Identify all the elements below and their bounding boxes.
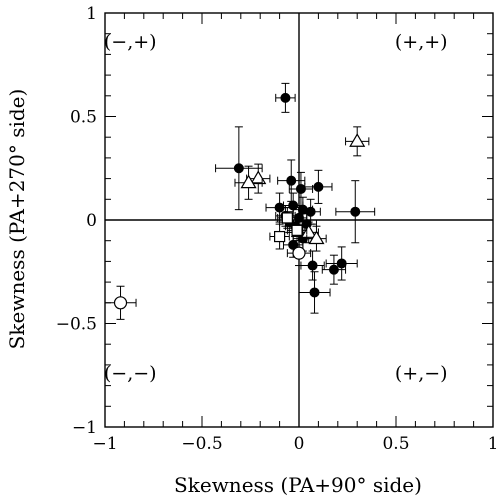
- data-point-filled-circle: [313, 181, 324, 192]
- data-point-filled-circle: [286, 175, 297, 186]
- data-point-filled-circle: [280, 92, 291, 103]
- data-point-filled-circle: [295, 183, 306, 194]
- data-point-filled-circle: [309, 287, 320, 298]
- data-point-filled-circle: [233, 163, 244, 174]
- data-point-filled-circle: [336, 258, 347, 269]
- quadrant-label: (+,+): [395, 31, 448, 53]
- y-tick-label: 1: [86, 4, 97, 24]
- quadrant-label: (−,−): [104, 362, 157, 384]
- x-tick-label: −1: [92, 434, 117, 454]
- y-tick-label: 0.5: [70, 108, 97, 128]
- data-point-filled-circle: [350, 206, 361, 217]
- data-point-open-square: [281, 212, 293, 224]
- data-point-open-square: [274, 230, 286, 243]
- data-point-open-square: [291, 224, 303, 236]
- x-axis-title: Skewness (PA+90° side): [174, 473, 422, 497]
- data-point-filled-circle: [307, 260, 318, 271]
- y-axis-title: Skewness (PA+270° side): [5, 89, 29, 350]
- quadrant-label: (−,+): [104, 31, 157, 53]
- plot-area: −1 −0.5 0 0.5 1 −1 −0.5 0 0.5 1 (−,+) (+,+) (−,−) (+,…: [56, 4, 499, 454]
- data-point-open-triangle: [308, 230, 325, 245]
- y-tick-label: 0: [86, 211, 97, 231]
- data-point-open-triangle: [300, 224, 317, 238]
- data-point-open-circle: [292, 246, 306, 260]
- y-tick-label: −1: [72, 418, 97, 438]
- x-tick-label: −0.5: [181, 434, 222, 454]
- data-point-filled-circle: [328, 264, 339, 275]
- data-point-filled-circle: [305, 206, 316, 217]
- data-point-open-triangle: [240, 174, 257, 189]
- x-tick-label: 1: [488, 434, 499, 454]
- data-point-filled-circle: [274, 202, 285, 213]
- data-point-open-triangle: [250, 170, 267, 185]
- y-tick-label: −0.5: [56, 315, 97, 335]
- quadrant-label: (+,−): [395, 362, 448, 384]
- x-tick-label: 0: [294, 434, 305, 454]
- x-tick-label: 0.5: [382, 434, 409, 454]
- data-point-open-triangle: [349, 133, 366, 147]
- data-point-open-circle: [113, 296, 128, 310]
